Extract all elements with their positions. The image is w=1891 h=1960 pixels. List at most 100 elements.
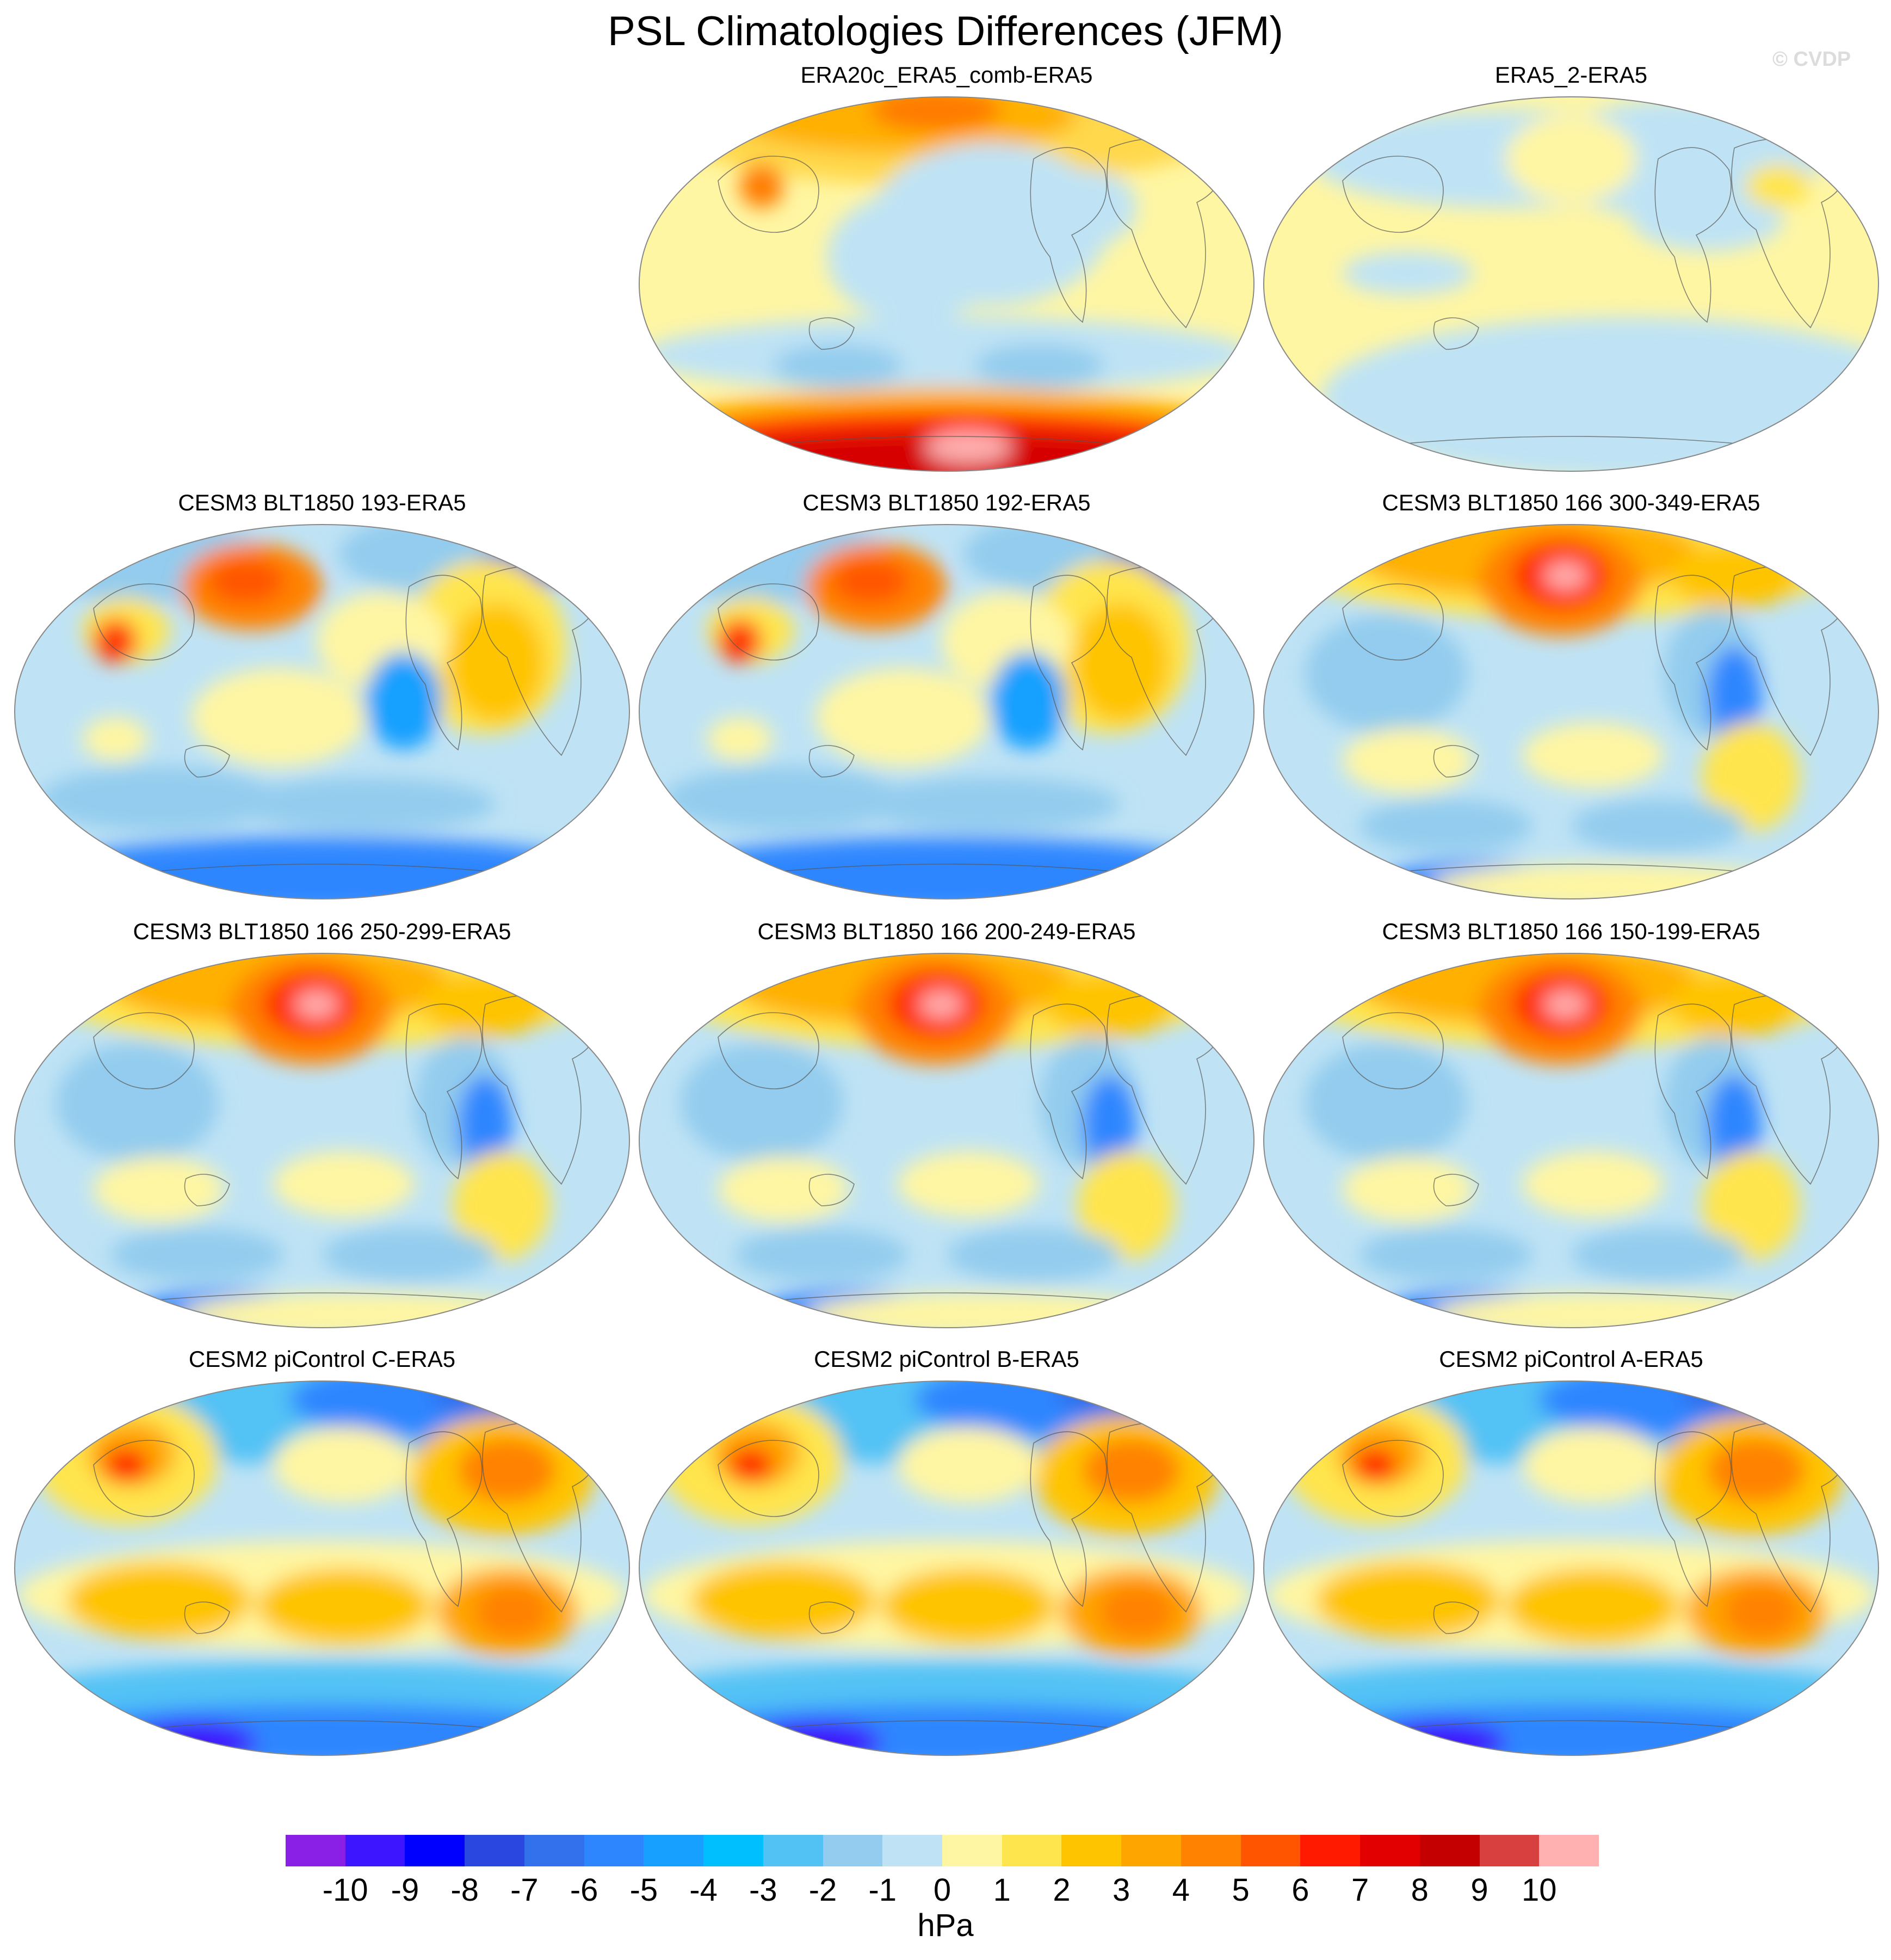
coastline <box>1342 156 1444 233</box>
coastline <box>1433 745 1479 778</box>
colorbar-tick-label: 9 <box>1470 1872 1488 1908</box>
map-panel: CESM3 BLT1850 166 200-249-ERA5 <box>636 919 1257 1348</box>
coastline <box>1030 147 1107 323</box>
contour-region <box>1354 1449 1397 1481</box>
contour-region <box>322 1228 496 1282</box>
map-projection <box>14 953 630 1328</box>
colorbar-tick-label: -7 <box>510 1872 539 1908</box>
colorbar-cell <box>584 1835 644 1866</box>
map-panel: CESM2 piControl B-ERA5 <box>636 1346 1257 1776</box>
map-projection <box>1263 524 1879 899</box>
map-panel: CESM3 BLT1850 166 250-299-ERA5 <box>12 919 632 1348</box>
contour-region <box>458 1438 556 1503</box>
colorbar-tick-label: -5 <box>629 1872 658 1908</box>
panel-title: CESM3 BLT1850 192-ERA5 <box>802 490 1091 515</box>
colorbar-tick-label: 2 <box>1053 1872 1071 1908</box>
contour-region <box>1544 562 1587 589</box>
contour-region <box>1359 1228 1533 1282</box>
coastline <box>808 1174 855 1206</box>
contour-region <box>919 991 963 1018</box>
map-projection <box>639 524 1255 899</box>
map-panel: CESM2 piControl A-ERA5 <box>1261 1346 1881 1776</box>
contour-region <box>1522 1427 1664 1503</box>
contour-region <box>273 1427 415 1503</box>
contour-region <box>860 777 1121 831</box>
contour-region <box>1544 991 1587 1018</box>
contour-region <box>235 777 496 831</box>
coastline <box>1654 575 1732 751</box>
contour-region <box>832 559 909 603</box>
contour-region <box>17 1704 627 1755</box>
colorbar-cell <box>1300 1835 1361 1866</box>
colorbar-tick-label: -4 <box>689 1872 718 1908</box>
coastline <box>1654 1003 1732 1180</box>
contour-region <box>1305 1043 1468 1162</box>
map-panel: CESM3 BLT1850 192-ERA5 <box>636 490 1257 920</box>
colorbar-cell <box>465 1835 525 1866</box>
colorbar-tick-label: 8 <box>1411 1872 1429 1908</box>
panel-title: CESM2 piControl C-ERA5 <box>188 1346 456 1372</box>
colorbar-tick-label: 10 <box>1522 1872 1557 1908</box>
contour-region <box>990 652 1066 750</box>
map-projection <box>1263 953 1879 1328</box>
colorbar-cell <box>1360 1835 1420 1866</box>
coastline <box>718 583 819 661</box>
coastline <box>718 1440 819 1517</box>
contour-region <box>1707 646 1762 744</box>
contour-region <box>1506 115 1636 202</box>
map-panel: ERA20c_ERA5_comb-ERA5 <box>636 62 1257 492</box>
contour-region <box>366 652 442 750</box>
contour-region <box>94 1157 224 1222</box>
panel-title: CESM2 piControl A-ERA5 <box>1439 1346 1703 1372</box>
coastline <box>1654 147 1732 323</box>
contour-region <box>55 1043 219 1162</box>
panel-title: CESM3 BLT1850 166 300-349-ERA5 <box>1382 490 1760 515</box>
colorbar-tick-label: 3 <box>1113 1872 1130 1908</box>
contour-region <box>881 1568 1055 1644</box>
contour-region <box>1522 723 1664 788</box>
contour-region <box>94 619 137 663</box>
coastline <box>808 317 855 350</box>
colorbar-cell <box>703 1835 764 1866</box>
contour-region <box>729 1449 773 1481</box>
map-border <box>639 1380 1255 1756</box>
colorbar-cell <box>1539 1835 1599 1866</box>
map-border <box>14 524 630 899</box>
panel-title: CESM3 BLT1850 166 250-299-ERA5 <box>133 919 511 944</box>
contour-region <box>664 766 903 831</box>
contour-region <box>680 1043 843 1162</box>
colorbar-tick-label: 6 <box>1291 1872 1309 1908</box>
coastline <box>1433 1174 1479 1206</box>
colorbar-cell <box>1181 1835 1241 1866</box>
map-border <box>639 953 1255 1328</box>
contour-region <box>1343 251 1473 295</box>
map-projection <box>1263 96 1879 472</box>
coastline <box>93 1440 195 1517</box>
contour-region <box>707 717 773 761</box>
coastline <box>718 1012 819 1089</box>
contour-region <box>773 344 903 387</box>
colorbar-tick-label: 1 <box>993 1872 1011 1908</box>
contour-region <box>718 1157 849 1222</box>
map-border <box>1263 953 1879 1328</box>
colorbar-cell <box>823 1835 883 1866</box>
map-border <box>1263 1380 1879 1756</box>
colorbar-cell <box>1419 1835 1480 1866</box>
map-panel: CESM2 piControl C-ERA5 <box>12 1346 632 1776</box>
coastline <box>93 583 195 661</box>
colorbar-tick-label: -1 <box>868 1872 897 1908</box>
colorbar-tick-label: 5 <box>1232 1872 1250 1908</box>
contour-region <box>257 1568 431 1644</box>
contour-region <box>1343 728 1473 793</box>
contour-region <box>83 717 148 761</box>
colorbar-tick-label: 0 <box>933 1872 951 1908</box>
coastline <box>1433 317 1479 350</box>
contour-region <box>1571 1228 1745 1282</box>
map-border <box>639 96 1255 472</box>
contour-region <box>740 164 783 208</box>
contour-region <box>295 991 338 1018</box>
contour-region <box>66 1563 251 1639</box>
contour-region <box>453 1151 551 1260</box>
contour-region <box>734 1228 909 1282</box>
map-panel: CESM3 BLT1850 166 150-199-ERA5 <box>1261 919 1881 1348</box>
